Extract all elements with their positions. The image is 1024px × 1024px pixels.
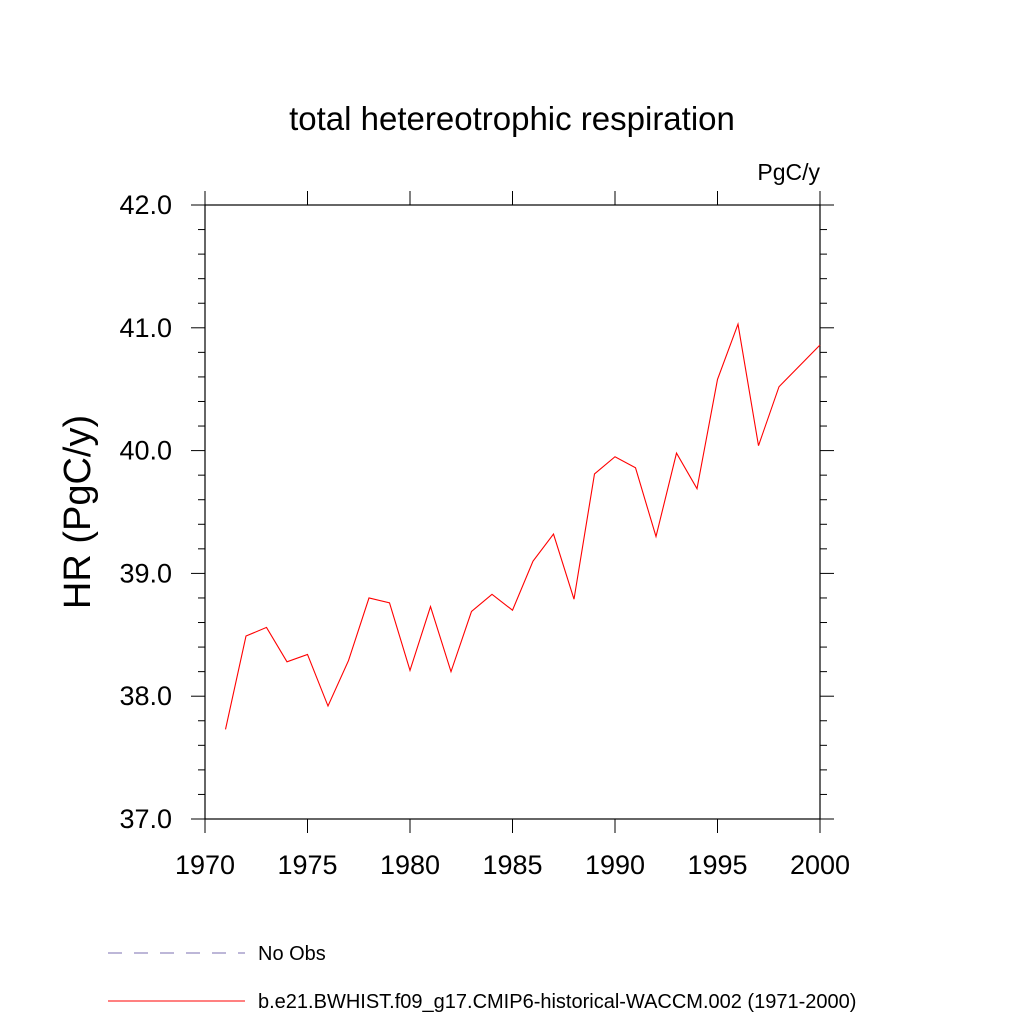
y-axis-label: HR (PgC/y) [57,415,99,609]
axis-ticks [191,191,834,833]
y-tick-labels: 37.0 38.0 39.0 40.0 41.0 42.0 [119,190,172,834]
y-tick-label-2: 39.0 [119,558,172,588]
x-tick-label-1975: 1975 [277,850,337,880]
legend-label-no-obs: No Obs [258,943,326,965]
legend-label-model: b.e21.BWHIST.f09_g17.CMIP6-historical-WA… [258,991,856,1013]
x-tick-label-1980: 1980 [380,850,440,880]
series-group [224,321,821,730]
x-tick-label-2000: 2000 [790,850,850,880]
y-tick-label-0: 37.0 [119,804,172,834]
x-tick-label-1990: 1990 [585,850,645,880]
plot-frame [204,204,821,820]
y-tick-label-4: 41.0 [119,313,172,343]
x-tick-labels: 1970 1975 1980 1985 1990 1995 2000 [175,850,850,880]
y-tick-label-5: 42.0 [119,190,172,220]
y-tick-label-1: 38.0 [119,681,172,711]
x-tick-label-1970: 1970 [175,850,235,880]
legend: No Obs b.e21.BWHIST.f09_g17.CMIP6-histor… [108,943,856,1013]
x-tick-label-1985: 1985 [482,850,542,880]
series-line-0 [224,321,821,730]
y-tick-label-3: 40.0 [119,436,172,466]
chart-title: total hetereotrophic respiration [289,100,735,137]
x-tick-label-1995: 1995 [687,850,747,880]
units-label: PgC/y [757,159,820,185]
